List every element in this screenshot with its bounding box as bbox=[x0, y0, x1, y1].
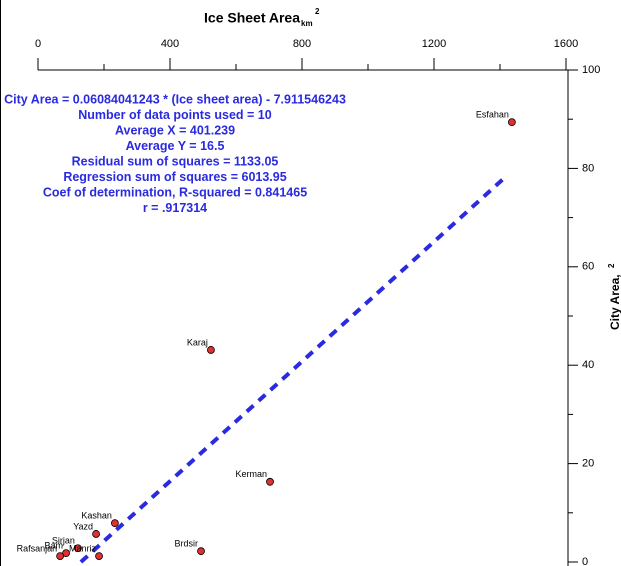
point-label: Brdsir bbox=[175, 539, 199, 549]
y-label: City Area, bbox=[608, 274, 621, 330]
chart-title: Ice Sheet Area bbox=[204, 10, 300, 26]
annotation: Average Y = 16.5 bbox=[126, 139, 225, 153]
x-tick-label: 400 bbox=[161, 38, 179, 50]
x-tick-label: 0 bbox=[35, 38, 41, 50]
x-tick-label: 800 bbox=[293, 38, 311, 50]
title-sup: 2 bbox=[315, 7, 320, 16]
point-label: Bam bbox=[45, 541, 64, 551]
annotation: Number of data points used = 10 bbox=[78, 108, 271, 122]
regression-line bbox=[79, 174, 509, 564]
annotation: r = .917314 bbox=[143, 201, 207, 215]
title-sub: km bbox=[301, 19, 313, 28]
y-tick-label: 0 bbox=[582, 556, 588, 566]
point-label: Manriz bbox=[69, 543, 97, 553]
point bbox=[56, 552, 65, 560]
point-label: Kerman bbox=[235, 469, 267, 479]
point-label: Karaj bbox=[187, 337, 208, 347]
x-tick-label: 1200 bbox=[422, 38, 446, 50]
point bbox=[207, 346, 215, 354]
point bbox=[110, 519, 119, 528]
point-label: Rafsanjan bbox=[17, 543, 58, 553]
point-label: Yazd bbox=[73, 521, 93, 531]
point bbox=[266, 477, 274, 486]
y-tick-label: 80 bbox=[582, 162, 594, 174]
point-label: Esfahan bbox=[476, 110, 509, 120]
annotation: Average X = 401.239 bbox=[115, 123, 235, 137]
annotation: Regression sum of squares = 6013.95 bbox=[63, 170, 286, 184]
y-tick-label: 100 bbox=[582, 64, 600, 76]
point bbox=[507, 118, 516, 127]
point-label: Kashan bbox=[81, 511, 112, 521]
y-tick-label: 20 bbox=[582, 458, 594, 470]
point bbox=[197, 547, 205, 556]
point bbox=[95, 552, 103, 560]
annotation: Residual sum of squares = 1133.05 bbox=[72, 154, 279, 168]
point-label: Sirjan bbox=[52, 536, 75, 546]
annotation: City Area = 0.06084041243 * (Ice sheet a… bbox=[4, 92, 346, 106]
point bbox=[92, 530, 100, 538]
x-tick-label: 1600 bbox=[554, 38, 578, 50]
y-tick-label: 40 bbox=[582, 359, 594, 371]
point bbox=[74, 544, 82, 553]
annotation: Coef of determination, R-squared = 0.841… bbox=[43, 185, 307, 199]
y-tick-label: 60 bbox=[582, 261, 594, 273]
y-label-sup: 2 bbox=[607, 263, 616, 268]
